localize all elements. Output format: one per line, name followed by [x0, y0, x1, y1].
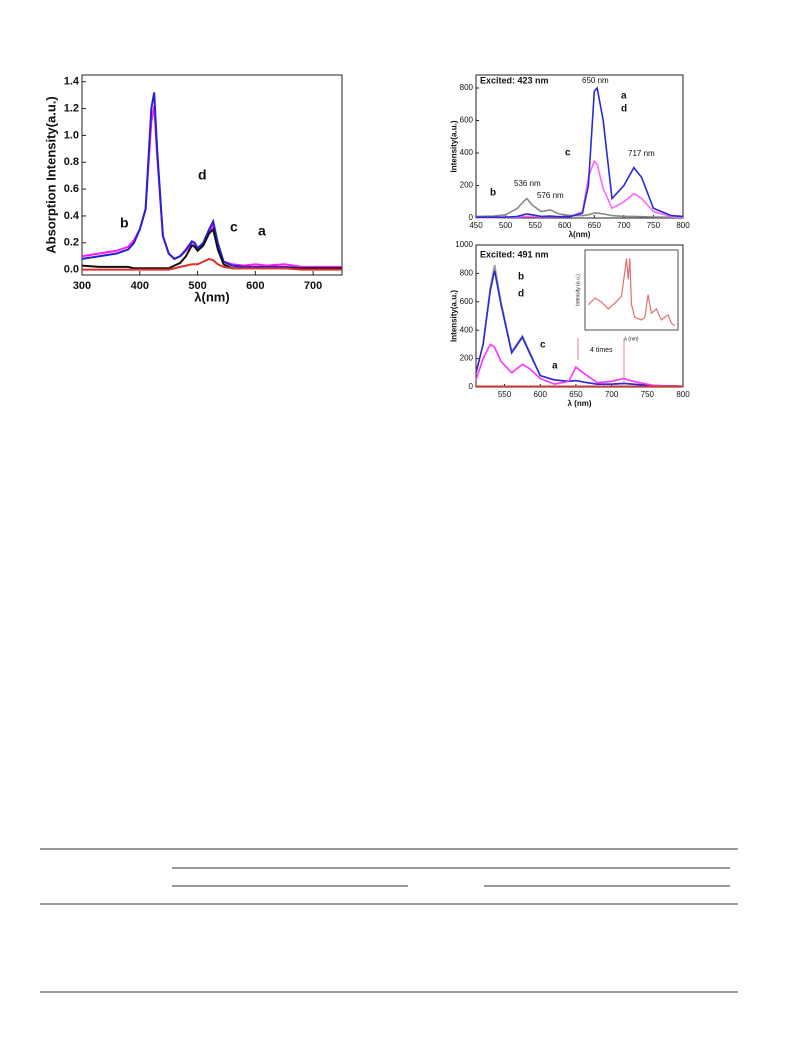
- y-tick-label: 600: [460, 116, 474, 125]
- annotation: a: [552, 361, 558, 372]
- y-tick-label: 0.8: [64, 156, 79, 168]
- x-tick-label: 700: [304, 280, 322, 292]
- x-tick-label: 300: [73, 280, 91, 292]
- y-tick-label: 0: [469, 382, 474, 391]
- y-tick-label: 400: [460, 148, 474, 157]
- spectrum-line: [475, 270, 684, 388]
- x-tick-label: 600: [534, 390, 548, 399]
- y-tick-label: 0.2: [64, 237, 79, 249]
- inset-line: [587, 258, 676, 327]
- spectrum-line: [476, 86, 684, 218]
- annotation: 536 nm: [514, 179, 541, 188]
- x-tick-label: 600: [246, 280, 264, 292]
- y-tick-label: 0.6: [64, 183, 79, 195]
- x-tick-label: 750: [641, 390, 655, 399]
- plot-frame: [475, 74, 684, 219]
- spectrum-line: [82, 257, 342, 271]
- annotation: Excited: 423 nm: [480, 75, 549, 85]
- spectrum-line: [475, 197, 683, 218]
- x-tick-label: 650: [569, 390, 583, 399]
- x-axis-label: λ (nm): [568, 399, 592, 408]
- x-tick-label: 750: [647, 221, 661, 230]
- x-tick-label: 650: [588, 221, 602, 230]
- spectrum-line: [81, 105, 342, 268]
- spectrum-line: [475, 343, 684, 388]
- y-tick-label: 1.4: [64, 76, 80, 88]
- annotation: b: [518, 272, 524, 283]
- y-axis-label: Intensity(a.u.): [450, 120, 459, 172]
- y-tick-label: 800: [460, 269, 474, 278]
- x-tick-label: 700: [605, 390, 619, 399]
- annotation: d: [198, 167, 207, 183]
- x-tick-label: 450: [469, 221, 483, 230]
- x-tick-label: 600: [558, 221, 572, 230]
- annotation: 650 nm: [582, 76, 609, 85]
- x-tick-label: 550: [528, 221, 542, 230]
- y-tick-label: 0.0: [64, 264, 79, 276]
- annotation: d: [518, 289, 524, 300]
- annotation: d: [621, 104, 627, 115]
- y-tick-label: 1.0: [64, 129, 79, 141]
- x-tick-label: 500: [188, 280, 206, 292]
- y-tick-label: 200: [460, 181, 474, 190]
- x-tick-label: 400: [131, 280, 149, 292]
- y-tick-label: 800: [460, 83, 474, 92]
- x-axis-label: λ(nm): [194, 290, 229, 305]
- annotation: b: [490, 188, 496, 199]
- annotation: c: [230, 219, 238, 235]
- annotation: 717 nm: [628, 149, 655, 158]
- spectrum-line: [476, 159, 684, 219]
- plot-frame: [81, 74, 343, 276]
- y-tick-label: 1.2: [64, 102, 79, 114]
- x-tick-label: 800: [676, 390, 690, 399]
- annotation: b: [120, 215, 129, 231]
- spectrum-line: [81, 92, 342, 270]
- y-axis-label: Intensity(a.u.): [450, 290, 459, 342]
- y-tick-label: 400: [460, 325, 474, 334]
- inset-y-label: Intensity (a.u.): [575, 274, 581, 306]
- annotation: c: [565, 148, 571, 159]
- x-tick-label: 500: [499, 221, 513, 230]
- y-tick-label: 0.4: [64, 210, 80, 222]
- inset-x-label: λ (nm): [624, 336, 639, 342]
- y-tick-label: 0: [469, 213, 474, 222]
- annotation: a: [621, 91, 627, 102]
- y-tick-label: 1000: [455, 240, 473, 249]
- x-tick-label: 800: [676, 221, 690, 230]
- annotation: 576 nm: [537, 191, 564, 200]
- annotation: a: [258, 223, 266, 239]
- y-tick-label: 600: [460, 297, 474, 306]
- y-axis-label: Absorption Intensity(a.u.): [44, 96, 59, 253]
- x-tick-label: 700: [617, 221, 631, 230]
- x-tick-label: 550: [498, 390, 512, 399]
- annotation: 4 times: [590, 347, 613, 354]
- annotation: c: [540, 340, 546, 351]
- y-tick-label: 200: [460, 354, 474, 363]
- x-axis-label: λ(nm): [569, 230, 591, 239]
- annotation: Excited: 491 nm: [480, 249, 549, 259]
